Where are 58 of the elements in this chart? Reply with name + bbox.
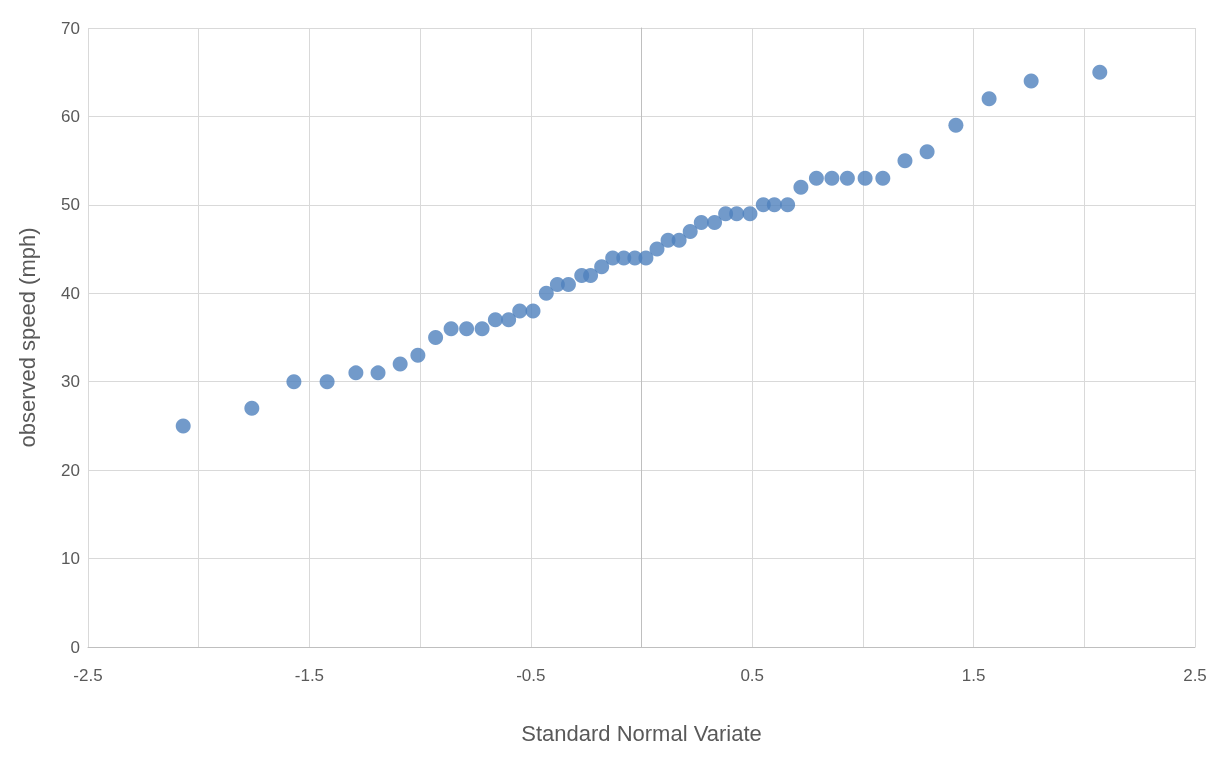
point bbox=[370, 365, 386, 381]
point bbox=[948, 117, 964, 133]
y-tick-label: 30 bbox=[61, 372, 80, 392]
x-tick-label: 1.5 bbox=[961, 666, 986, 685]
point bbox=[707, 215, 723, 231]
point bbox=[244, 400, 260, 416]
point bbox=[671, 232, 687, 248]
x-tick-label: -1.5 bbox=[294, 666, 325, 685]
point bbox=[538, 285, 554, 301]
point bbox=[824, 170, 840, 186]
point bbox=[348, 365, 364, 381]
y-tick-label: 70 bbox=[61, 18, 80, 38]
point bbox=[638, 250, 654, 266]
y-tick-label: 60 bbox=[61, 106, 80, 126]
y-tick-label: 10 bbox=[61, 549, 80, 569]
point bbox=[560, 276, 576, 292]
point bbox=[839, 170, 855, 186]
x-axis-title: Standard Normal Variate bbox=[521, 720, 762, 746]
y-axis-title: observed speed (mph) bbox=[14, 227, 40, 448]
point bbox=[286, 374, 302, 390]
point bbox=[742, 206, 758, 222]
point bbox=[897, 153, 913, 169]
point bbox=[729, 206, 745, 222]
y-tick-label: 20 bbox=[61, 460, 80, 480]
point bbox=[793, 179, 809, 195]
point bbox=[474, 321, 490, 337]
x-tick-label: -2.5 bbox=[73, 666, 103, 685]
point bbox=[594, 259, 610, 275]
point bbox=[319, 374, 335, 390]
point bbox=[981, 91, 997, 107]
point bbox=[392, 356, 408, 372]
x-tick-label: -0.5 bbox=[516, 666, 546, 685]
point bbox=[649, 241, 665, 257]
x-tick-label: 0.5 bbox=[740, 666, 765, 685]
point bbox=[501, 312, 517, 328]
point bbox=[583, 268, 599, 284]
point bbox=[428, 330, 444, 345]
point bbox=[919, 144, 935, 160]
point bbox=[875, 170, 891, 186]
y-tick-label: 40 bbox=[61, 283, 80, 303]
point bbox=[512, 303, 528, 319]
point bbox=[410, 347, 426, 363]
point bbox=[459, 321, 475, 337]
point bbox=[808, 170, 824, 186]
point bbox=[766, 197, 782, 213]
y-tick-label: 50 bbox=[61, 195, 80, 215]
point bbox=[693, 215, 709, 231]
point bbox=[443, 321, 459, 337]
point bbox=[525, 303, 541, 319]
point bbox=[175, 418, 191, 434]
y-tick-label: 0 bbox=[70, 637, 80, 657]
x-tick-label: 2.5 bbox=[1183, 666, 1207, 685]
point bbox=[1023, 73, 1039, 89]
point bbox=[1092, 64, 1108, 80]
point bbox=[487, 312, 503, 328]
point bbox=[682, 223, 698, 239]
point bbox=[857, 170, 873, 186]
point bbox=[780, 197, 796, 213]
